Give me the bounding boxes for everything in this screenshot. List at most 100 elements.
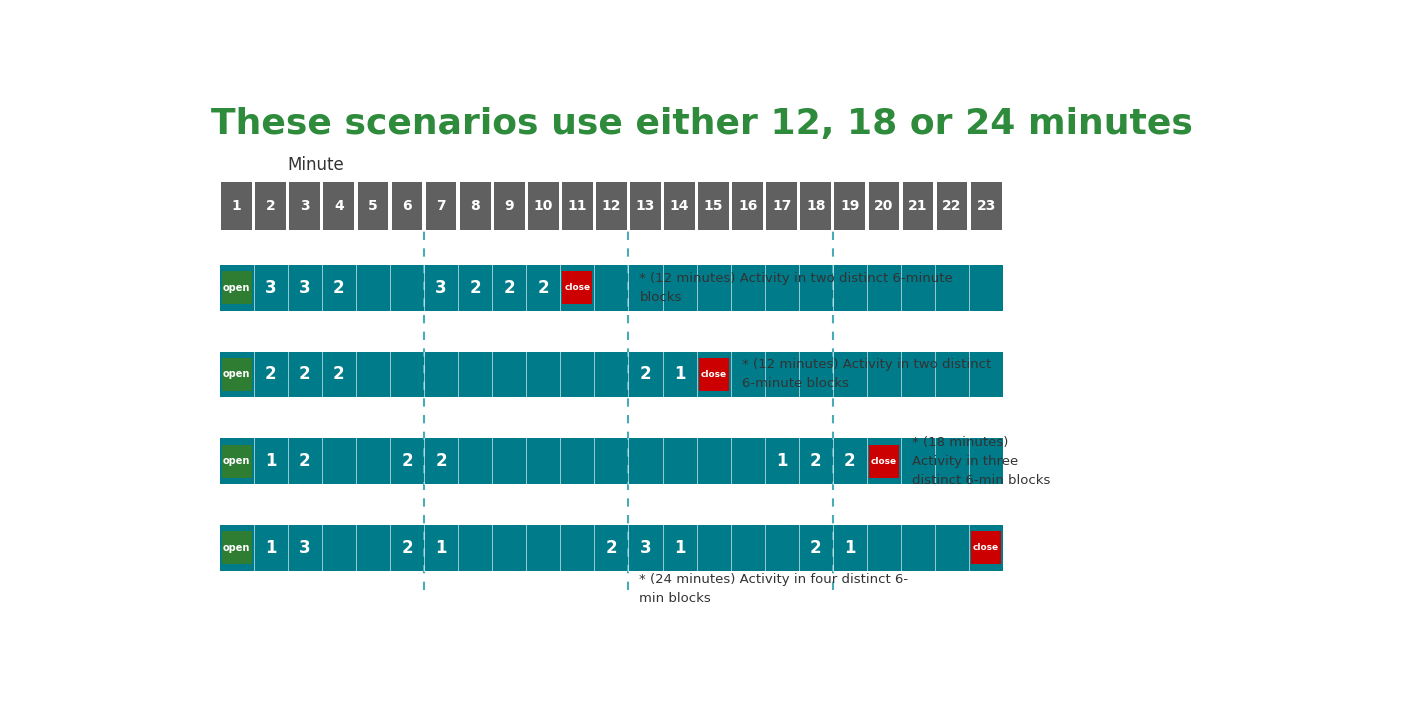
Text: 1: 1 [776, 452, 788, 470]
Text: 3: 3 [300, 199, 310, 213]
FancyBboxPatch shape [357, 182, 388, 229]
Text: 8: 8 [471, 199, 481, 213]
Text: close: close [701, 370, 727, 379]
FancyBboxPatch shape [835, 182, 865, 229]
Text: 2: 2 [435, 452, 447, 470]
Text: 21: 21 [909, 199, 927, 213]
FancyBboxPatch shape [256, 182, 286, 229]
Text: open: open [223, 370, 250, 380]
Text: 6: 6 [402, 199, 412, 213]
FancyBboxPatch shape [219, 439, 1003, 484]
Text: 1: 1 [845, 539, 856, 557]
FancyBboxPatch shape [698, 358, 728, 391]
FancyBboxPatch shape [937, 182, 967, 229]
FancyBboxPatch shape [903, 182, 933, 229]
FancyBboxPatch shape [222, 444, 252, 478]
Text: 2: 2 [503, 279, 515, 297]
Text: 2: 2 [640, 365, 651, 383]
FancyBboxPatch shape [493, 182, 525, 229]
FancyBboxPatch shape [222, 272, 252, 304]
Text: 1: 1 [674, 365, 685, 383]
Text: open: open [223, 543, 250, 552]
Text: 5: 5 [368, 199, 378, 213]
Text: 22: 22 [943, 199, 961, 213]
FancyBboxPatch shape [528, 182, 559, 229]
FancyBboxPatch shape [290, 182, 320, 229]
Text: * (18 minutes)
Activity in three
distinct 6-min blocks: * (18 minutes) Activity in three distinc… [912, 436, 1051, 486]
Text: 1: 1 [435, 539, 447, 557]
FancyBboxPatch shape [732, 182, 764, 229]
FancyBboxPatch shape [219, 265, 1003, 311]
Text: 9: 9 [505, 199, 513, 213]
Text: 2: 2 [333, 365, 344, 383]
Text: These scenarios use either 12, 18 or 24 minutes: These scenarios use either 12, 18 or 24 … [210, 107, 1193, 141]
Text: open: open [223, 283, 250, 293]
FancyBboxPatch shape [323, 182, 354, 229]
FancyBboxPatch shape [869, 182, 899, 229]
FancyBboxPatch shape [425, 182, 456, 229]
FancyBboxPatch shape [801, 182, 832, 229]
Text: * (12 minutes) Activity in two distinct
6-minute blocks: * (12 minutes) Activity in two distinct … [742, 359, 991, 391]
Text: 17: 17 [772, 199, 792, 213]
Text: 3: 3 [435, 279, 447, 297]
Text: 15: 15 [704, 199, 724, 213]
Text: 2: 2 [811, 452, 822, 470]
Text: 2: 2 [401, 539, 412, 557]
Text: 10: 10 [533, 199, 553, 213]
Text: * (24 minutes) Activity in four distinct 6-
min blocks: * (24 minutes) Activity in four distinct… [640, 574, 909, 605]
FancyBboxPatch shape [219, 351, 1003, 397]
FancyBboxPatch shape [869, 444, 899, 478]
Text: close: close [870, 457, 897, 465]
FancyBboxPatch shape [391, 182, 422, 229]
Text: 19: 19 [840, 199, 859, 213]
Text: 2: 2 [845, 452, 856, 470]
FancyBboxPatch shape [222, 531, 252, 564]
FancyBboxPatch shape [698, 182, 729, 229]
FancyBboxPatch shape [630, 182, 661, 229]
Text: close: close [565, 283, 590, 293]
Text: 7: 7 [437, 199, 447, 213]
Text: 1: 1 [232, 199, 242, 213]
Text: 2: 2 [299, 452, 310, 470]
Text: 3: 3 [299, 539, 310, 557]
Text: 2: 2 [811, 539, 822, 557]
FancyBboxPatch shape [971, 531, 1001, 564]
Text: 3: 3 [640, 539, 651, 557]
FancyBboxPatch shape [971, 182, 1001, 229]
Text: 2: 2 [469, 279, 481, 297]
Text: 2: 2 [299, 365, 310, 383]
FancyBboxPatch shape [222, 358, 252, 391]
Text: 3: 3 [264, 279, 276, 297]
FancyBboxPatch shape [222, 182, 252, 229]
Text: 1: 1 [264, 452, 276, 470]
Text: 4: 4 [334, 199, 344, 213]
FancyBboxPatch shape [562, 182, 593, 229]
Text: 3: 3 [299, 279, 310, 297]
FancyBboxPatch shape [219, 525, 1003, 571]
Text: 2: 2 [333, 279, 344, 297]
Text: 2: 2 [266, 199, 276, 213]
Text: open: open [223, 456, 250, 466]
FancyBboxPatch shape [664, 182, 695, 229]
Text: 23: 23 [977, 199, 995, 213]
Text: 14: 14 [670, 199, 690, 213]
Text: 2: 2 [264, 365, 276, 383]
FancyBboxPatch shape [596, 182, 627, 229]
FancyBboxPatch shape [562, 272, 593, 304]
Text: 11: 11 [567, 199, 587, 213]
Text: 1: 1 [674, 539, 685, 557]
Text: 2: 2 [606, 539, 617, 557]
Text: 12: 12 [602, 199, 621, 213]
FancyBboxPatch shape [766, 182, 798, 229]
Text: * (12 minutes) Activity in two distinct 6-minute
blocks: * (12 minutes) Activity in two distinct … [640, 272, 953, 303]
Text: 1: 1 [264, 539, 276, 557]
Text: 20: 20 [875, 199, 893, 213]
Text: 2: 2 [401, 452, 412, 470]
Text: 16: 16 [738, 199, 758, 213]
Text: close: close [973, 543, 1000, 552]
Text: Minute: Minute [287, 156, 344, 174]
Text: 13: 13 [636, 199, 656, 213]
Text: 18: 18 [806, 199, 826, 213]
FancyBboxPatch shape [459, 182, 491, 229]
Text: 2: 2 [538, 279, 549, 297]
